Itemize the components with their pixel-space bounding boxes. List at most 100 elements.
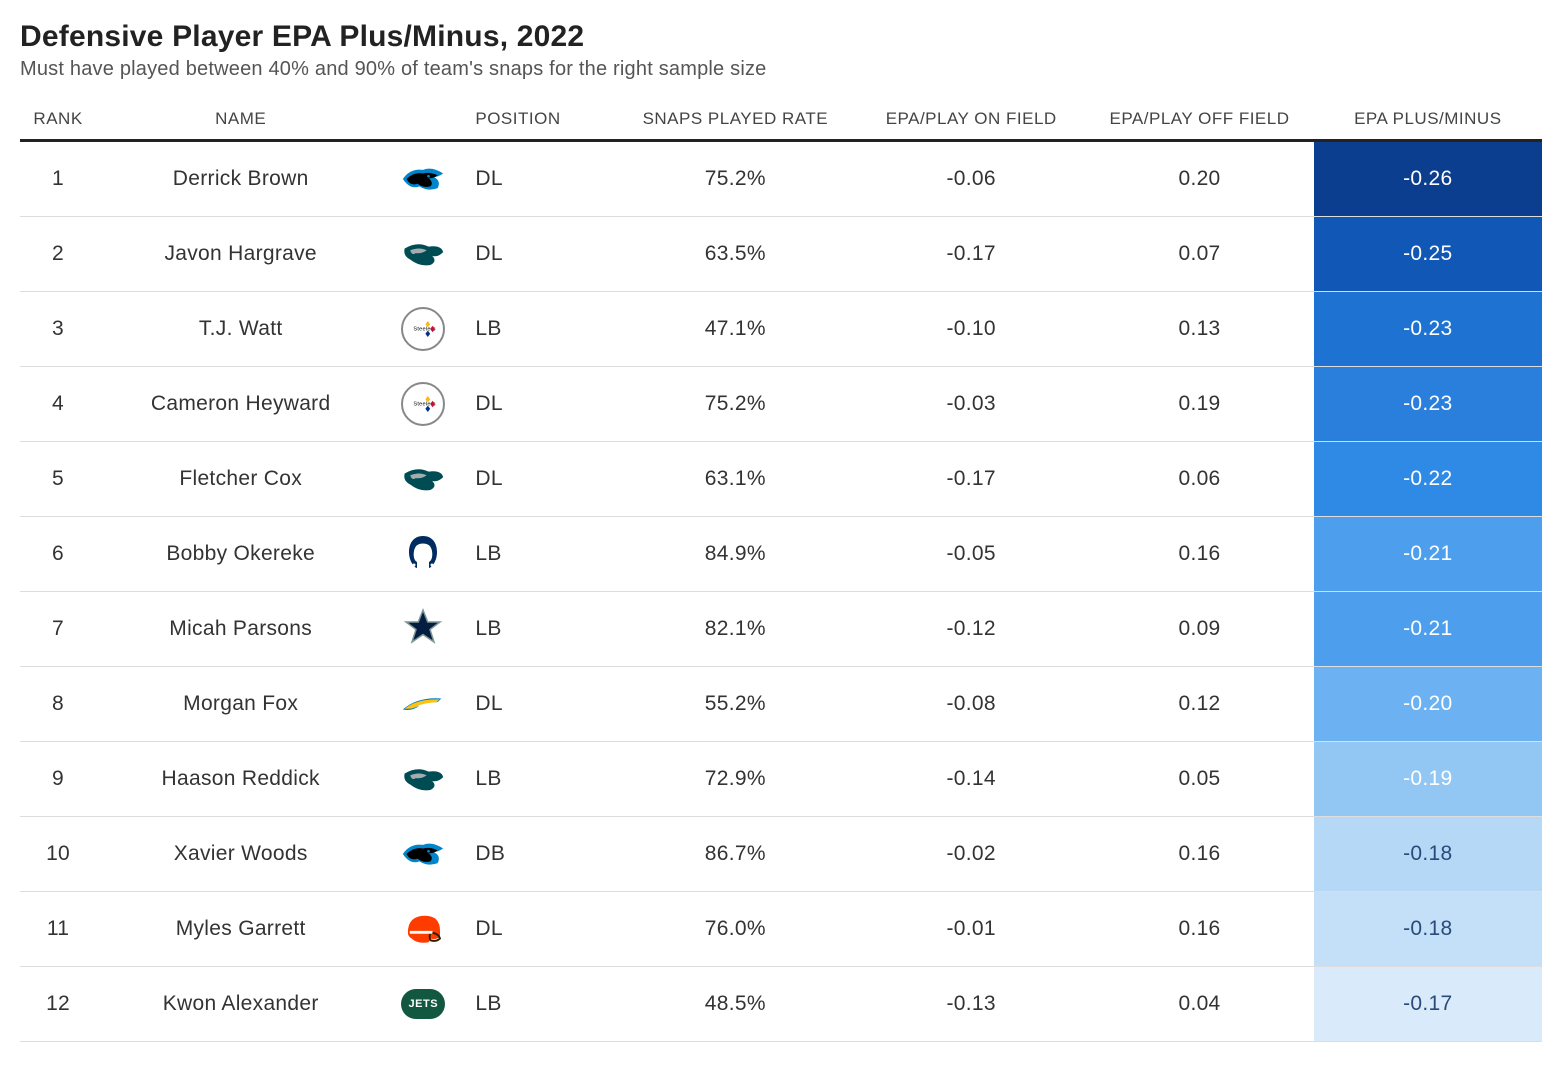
team-logo-icon [401,157,445,201]
cell-epa-on: -0.17 [857,442,1085,517]
cell-epa-on: -0.17 [857,217,1085,292]
team-logo-icon [401,907,445,951]
col-header-off: EPA/PLAY OFF FIELD [1085,99,1313,141]
cell-epa-off: 0.16 [1085,817,1313,892]
col-header-logo [385,99,461,141]
team-logo-icon: Steelers [401,382,445,426]
cell-rank: 10 [20,817,96,892]
team-logo-icon: JETS [401,982,445,1026]
cell-epa-on: -0.01 [857,892,1085,967]
cell-epa-off: 0.13 [1085,292,1313,367]
col-header-on: EPA/PLAY ON FIELD [857,99,1085,141]
col-header-position: POSITION [461,99,613,141]
cell-epa-plus-minus: -0.23 [1314,292,1542,367]
cell-epa-on: -0.10 [857,292,1085,367]
cell-name: Myles Garrett [96,892,385,967]
epa-table: RANK NAME POSITION SNAPS PLAYED RATE EPA… [20,99,1542,1042]
cell-team-logo [385,742,461,817]
cell-snaps-rate: 63.5% [614,217,858,292]
cell-position: LB [461,517,613,592]
cell-team-logo [385,442,461,517]
cell-epa-off: 0.19 [1085,367,1313,442]
cell-epa-off: 0.06 [1085,442,1313,517]
table-header-row: RANK NAME POSITION SNAPS PLAYED RATE EPA… [20,99,1542,141]
cell-epa-on: -0.05 [857,517,1085,592]
cell-epa-on: -0.06 [857,141,1085,217]
cell-epa-plus-minus: -0.21 [1314,592,1542,667]
cell-position: DL [461,442,613,517]
page-subtitle: Must have played between 40% and 90% of … [20,58,1542,81]
cell-rank: 6 [20,517,96,592]
team-logo-icon [401,757,445,801]
cell-team-logo [385,141,461,217]
table-row: 7 Micah Parsons LB 82.1% -0.12 0.09 -0.2… [20,592,1542,667]
team-logo-icon [401,682,445,726]
cell-position: DL [461,667,613,742]
table-row: 10 Xavier Woods DB 86.7% -0.02 0.16 -0.1… [20,817,1542,892]
cell-name: Kwon Alexander [96,967,385,1042]
cell-team-logo [385,217,461,292]
cell-snaps-rate: 76.0% [614,892,858,967]
cell-position: LB [461,592,613,667]
cell-snaps-rate: 86.7% [614,817,858,892]
cell-name: Xavier Woods [96,817,385,892]
table-row: 3 T.J. Watt Steelers LB 47.1% -0.10 0.13… [20,292,1542,367]
page-title: Defensive Player EPA Plus/Minus, 2022 [20,20,1542,54]
cell-rank: 9 [20,742,96,817]
cell-position: DL [461,367,613,442]
cell-epa-plus-minus: -0.23 [1314,367,1542,442]
cell-rank: 2 [20,217,96,292]
cell-name: Morgan Fox [96,667,385,742]
cell-name: Bobby Okereke [96,517,385,592]
cell-epa-plus-minus: -0.18 [1314,892,1542,967]
cell-epa-off: 0.16 [1085,517,1313,592]
team-logo-icon [401,605,445,649]
table-row: 11 Myles Garrett DL 76.0% -0.01 0.16 -0.… [20,892,1542,967]
cell-team-logo: Steelers [385,292,461,367]
table-row: 6 Bobby Okereke LB 84.9% -0.05 0.16 -0.2… [20,517,1542,592]
cell-name: Fletcher Cox [96,442,385,517]
cell-rank: 11 [20,892,96,967]
cell-name: T.J. Watt [96,292,385,367]
cell-epa-off: 0.09 [1085,592,1313,667]
cell-epa-on: -0.13 [857,967,1085,1042]
cell-snaps-rate: 63.1% [614,442,858,517]
cell-snaps-rate: 75.2% [614,367,858,442]
cell-rank: 8 [20,667,96,742]
cell-team-logo [385,817,461,892]
table-row: 9 Haason Reddick LB 72.9% -0.14 0.05 -0.… [20,742,1542,817]
cell-epa-plus-minus: -0.22 [1314,442,1542,517]
team-logo-icon: Steelers [401,307,445,351]
table-row: 5 Fletcher Cox DL 63.1% -0.17 0.06 -0.22 [20,442,1542,517]
cell-snaps-rate: 75.2% [614,141,858,217]
table-row: 2 Javon Hargrave DL 63.5% -0.17 0.07 -0.… [20,217,1542,292]
cell-name: Cameron Heyward [96,367,385,442]
cell-epa-off: 0.16 [1085,892,1313,967]
cell-position: DL [461,217,613,292]
cell-epa-plus-minus: -0.17 [1314,967,1542,1042]
cell-epa-off: 0.04 [1085,967,1313,1042]
col-header-rank: RANK [20,99,96,141]
col-header-snaps: SNAPS PLAYED RATE [614,99,858,141]
table-row: 4 Cameron Heyward Steelers DL 75.2% -0.0… [20,367,1542,442]
cell-snaps-rate: 84.9% [614,517,858,592]
cell-snaps-rate: 72.9% [614,742,858,817]
team-logo-icon [401,832,445,876]
cell-epa-plus-minus: -0.25 [1314,217,1542,292]
cell-epa-plus-minus: -0.26 [1314,141,1542,217]
cell-snaps-rate: 55.2% [614,667,858,742]
table-row: 8 Morgan Fox DL 55.2% -0.08 0.12 -0.20 [20,667,1542,742]
cell-epa-off: 0.20 [1085,141,1313,217]
cell-epa-plus-minus: -0.18 [1314,817,1542,892]
cell-position: LB [461,967,613,1042]
cell-position: LB [461,292,613,367]
cell-rank: 7 [20,592,96,667]
cell-position: DL [461,141,613,217]
table-row: 12 Kwon Alexander JETS LB 48.5% -0.13 0.… [20,967,1542,1042]
cell-position: DB [461,817,613,892]
cell-epa-off: 0.07 [1085,217,1313,292]
cell-rank: 3 [20,292,96,367]
col-header-name: NAME [96,99,385,141]
cell-epa-on: -0.03 [857,367,1085,442]
cell-snaps-rate: 48.5% [614,967,858,1042]
